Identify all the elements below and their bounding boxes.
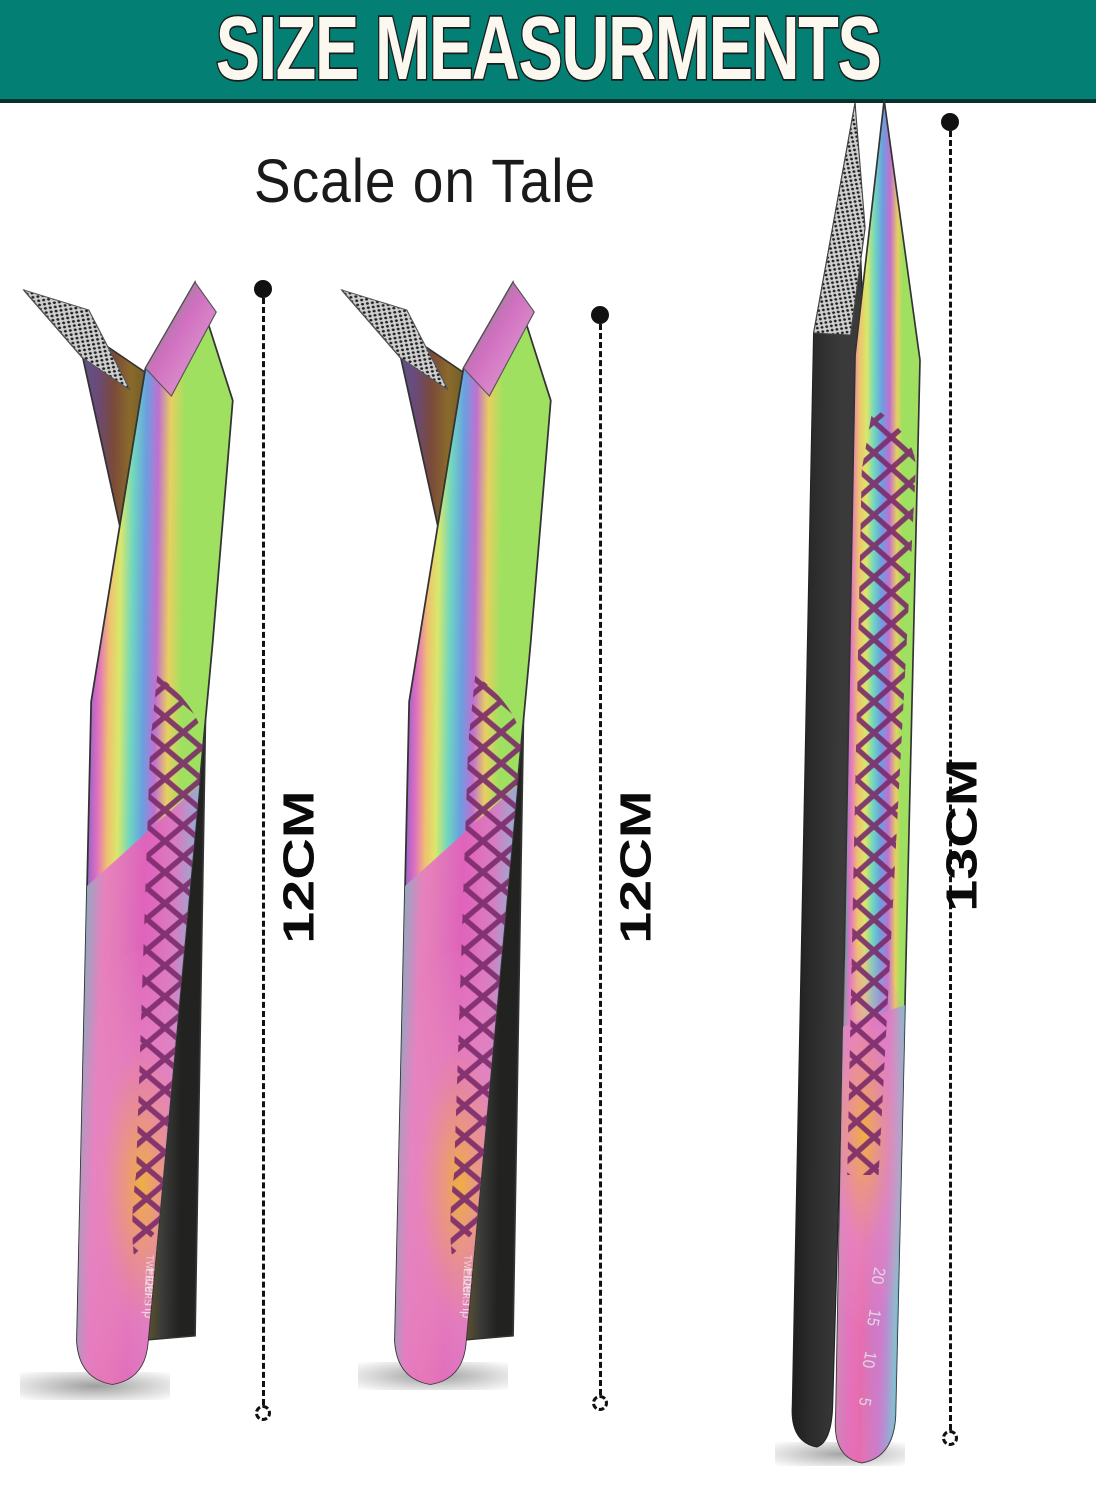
svg-text:15: 15 bbox=[863, 1308, 884, 1327]
svg-text:10: 10 bbox=[858, 1350, 879, 1369]
svg-text:20: 20 bbox=[867, 1266, 888, 1285]
